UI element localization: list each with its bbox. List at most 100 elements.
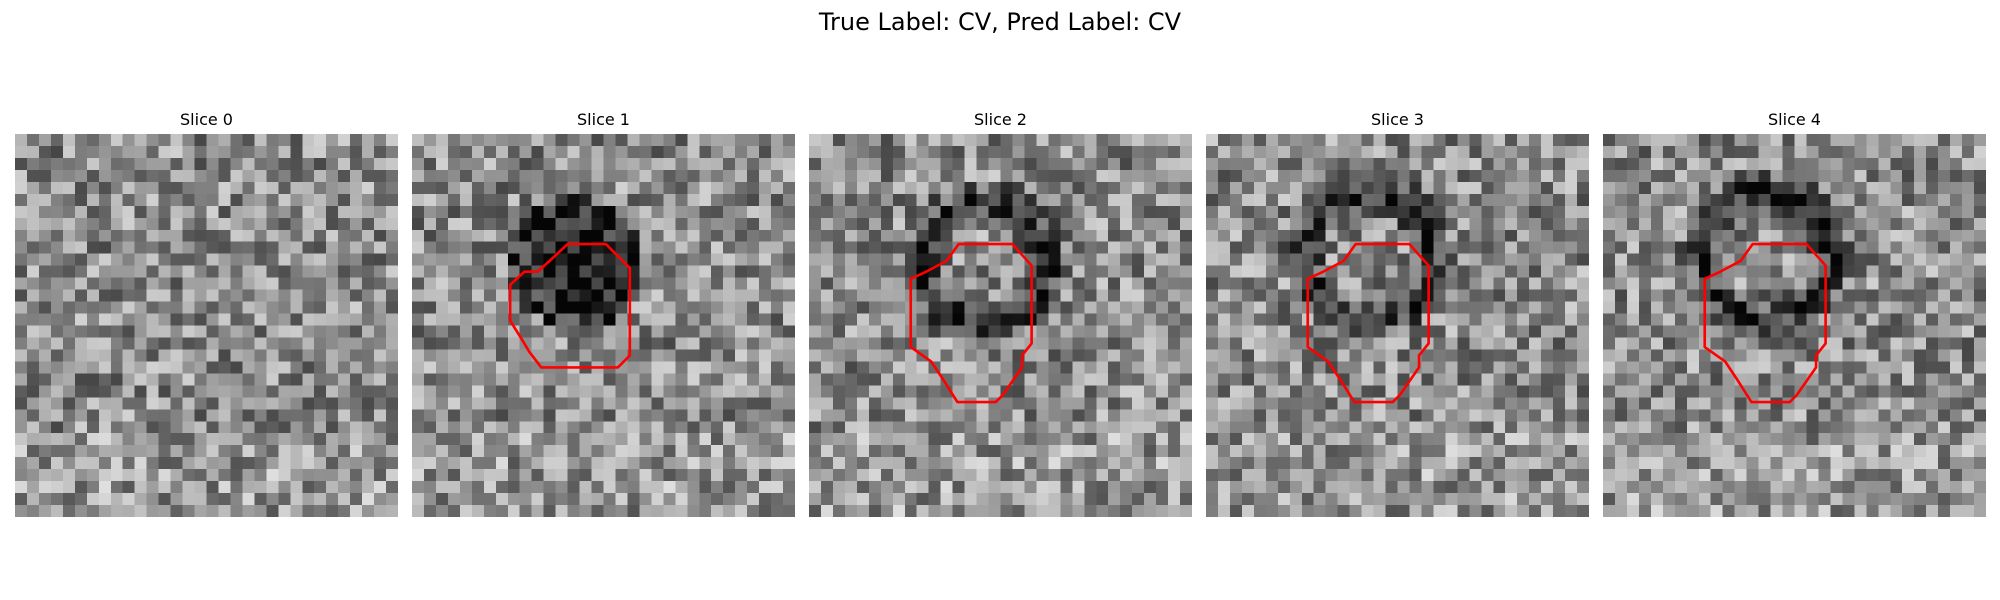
pixel xyxy=(1180,313,1192,326)
pixel xyxy=(1036,277,1049,290)
pixel xyxy=(1132,433,1145,446)
pixel xyxy=(832,421,846,434)
pixel xyxy=(362,253,375,266)
pixel xyxy=(1758,253,1771,266)
pixel xyxy=(206,397,219,410)
pixel xyxy=(1445,134,1458,147)
pixel xyxy=(1614,241,1628,254)
pixel xyxy=(134,469,147,482)
pixel xyxy=(74,457,88,470)
pixel xyxy=(1481,469,1494,482)
pixel xyxy=(338,265,351,278)
pixel xyxy=(783,433,795,446)
pixel xyxy=(1301,157,1314,171)
pixel xyxy=(1241,361,1255,374)
pixel xyxy=(663,145,676,159)
pixel xyxy=(412,169,425,183)
pixel xyxy=(856,505,870,517)
pixel xyxy=(916,325,929,338)
pixel xyxy=(1890,229,1903,242)
pixel xyxy=(1433,277,1446,290)
pixel xyxy=(290,325,303,338)
pixel xyxy=(1854,289,1867,302)
pixel xyxy=(1084,241,1097,254)
pixel xyxy=(1541,193,1554,207)
pixel xyxy=(809,313,822,326)
pixel xyxy=(1385,253,1398,266)
pixel xyxy=(1890,409,1903,422)
pixel xyxy=(711,481,724,494)
pixel xyxy=(555,157,568,171)
pixel xyxy=(1553,457,1566,470)
pixel xyxy=(1373,289,1386,302)
pixel xyxy=(747,301,760,314)
pixel xyxy=(1373,325,1386,338)
pixel xyxy=(1782,205,1795,219)
pixel xyxy=(1806,409,1819,422)
pixel xyxy=(759,361,772,374)
pixel xyxy=(483,457,497,470)
pixel xyxy=(1517,457,1530,470)
pixel xyxy=(1229,241,1243,254)
pixel xyxy=(314,265,327,278)
pixel xyxy=(362,134,375,147)
pixel xyxy=(1818,349,1831,362)
pixel xyxy=(1878,373,1891,386)
pixel xyxy=(976,325,989,338)
pixel xyxy=(374,157,387,171)
pixel xyxy=(471,445,485,458)
pixel xyxy=(338,134,351,147)
pixel xyxy=(38,157,52,171)
pixel xyxy=(1878,181,1891,195)
pixel xyxy=(579,373,592,386)
pixel xyxy=(326,433,339,446)
pixel xyxy=(1253,193,1267,207)
pixel xyxy=(555,457,568,470)
pixel xyxy=(531,253,544,266)
pixel xyxy=(1603,193,1616,207)
pixel xyxy=(495,469,508,482)
pixel xyxy=(98,205,111,219)
pixel xyxy=(1084,493,1097,506)
pixel xyxy=(495,325,508,338)
pixel xyxy=(1229,433,1243,446)
pixel xyxy=(615,134,628,147)
pixel xyxy=(1902,385,1915,398)
pixel xyxy=(1156,397,1169,410)
pixel xyxy=(1096,505,1109,517)
pixel xyxy=(1782,457,1795,470)
pixel xyxy=(1517,157,1530,171)
pixel xyxy=(759,241,772,254)
pixel xyxy=(1854,361,1867,374)
pixel xyxy=(1012,145,1025,159)
pixel xyxy=(952,349,965,362)
pixel xyxy=(15,193,28,207)
pixel xyxy=(747,265,760,278)
pixel xyxy=(1289,337,1302,350)
pixel xyxy=(1180,433,1192,446)
pixel xyxy=(1325,289,1338,302)
pixel xyxy=(386,373,398,386)
pixel xyxy=(122,385,135,398)
pixel xyxy=(1603,134,1616,147)
pixel xyxy=(507,157,520,171)
pixel xyxy=(1313,505,1326,517)
pixel xyxy=(302,445,315,458)
pixel xyxy=(964,325,977,338)
pixel xyxy=(555,397,568,410)
pixel xyxy=(1325,134,1338,147)
pixel xyxy=(1662,217,1676,230)
pixel xyxy=(1156,325,1169,338)
pixel xyxy=(531,505,544,517)
pixel xyxy=(1349,481,1362,494)
pixel xyxy=(350,157,363,171)
pixel xyxy=(350,445,363,458)
pixel xyxy=(423,265,437,278)
pixel xyxy=(254,469,267,482)
pixel xyxy=(1060,289,1073,302)
pixel xyxy=(1854,193,1867,207)
pixel xyxy=(1662,421,1676,434)
pixel xyxy=(723,337,736,350)
pixel xyxy=(1265,325,1279,338)
pixel xyxy=(627,181,640,195)
